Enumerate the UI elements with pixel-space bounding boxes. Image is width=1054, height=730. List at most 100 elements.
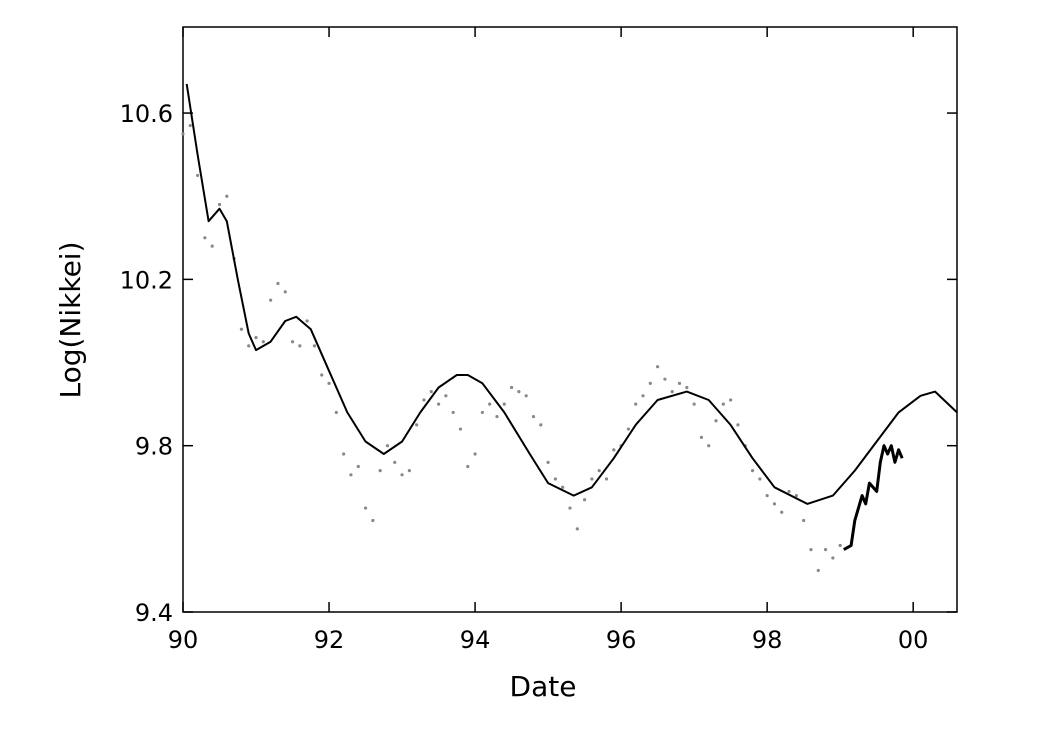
data-point (349, 473, 353, 477)
data-point (816, 568, 820, 573)
data-point (670, 390, 674, 394)
data-point (371, 518, 375, 523)
data-point (473, 452, 477, 456)
data-point (765, 493, 769, 498)
data-point (714, 419, 718, 423)
data-point (517, 390, 521, 394)
data-point (590, 477, 594, 481)
data-point (239, 327, 244, 331)
data-point (283, 290, 287, 294)
data-point (393, 460, 397, 464)
data-point (327, 381, 331, 385)
data-point (750, 469, 755, 473)
data-point (546, 460, 550, 464)
data-point (539, 423, 543, 427)
data-point (802, 518, 806, 523)
x-axis-label: Date (510, 670, 577, 703)
data-point (721, 402, 725, 406)
data-point (831, 556, 835, 560)
data-point (269, 298, 273, 302)
data-point (729, 398, 733, 402)
data-point (692, 402, 696, 406)
data-point (758, 477, 762, 481)
data-point (480, 410, 484, 415)
data-point (502, 402, 506, 406)
data-point (787, 489, 791, 494)
data-point (466, 464, 470, 469)
y-tick-label: 10.6 (120, 100, 173, 128)
data-point (436, 402, 441, 406)
data-point (356, 464, 360, 469)
data-point (203, 236, 207, 240)
data-point (612, 448, 616, 452)
data-point (488, 402, 492, 406)
data-point (583, 498, 587, 502)
data-point (458, 427, 463, 431)
y-tick-label: 10.2 (120, 266, 173, 294)
data-point (407, 469, 411, 473)
data-point (217, 202, 222, 207)
data-point (823, 548, 828, 552)
data-point (312, 344, 317, 348)
x-tick-label: 98 (752, 626, 783, 654)
data-point (663, 377, 667, 381)
x-tick-label: 94 (460, 626, 491, 654)
data-point (772, 502, 777, 506)
data-point (181, 132, 185, 136)
data-point (225, 194, 229, 198)
data-point (363, 506, 368, 510)
data-point (597, 469, 601, 473)
data-point (261, 340, 265, 344)
x-tick-label: 90 (168, 626, 199, 654)
data-point (707, 444, 711, 448)
data-point (780, 510, 784, 514)
y-tick-label: 9.8 (135, 433, 173, 461)
data-point (188, 123, 192, 128)
data-point (524, 394, 528, 398)
y-tick-label: 9.4 (135, 599, 173, 627)
data-point (305, 319, 309, 323)
series-line (185, 83, 958, 505)
data-point (648, 381, 652, 385)
data-point (531, 414, 536, 419)
data-point (378, 469, 382, 473)
series-line (843, 444, 904, 551)
data-point (415, 423, 419, 427)
data-point (400, 473, 404, 477)
data-point (553, 477, 557, 481)
data-point (604, 477, 609, 481)
data-point (561, 485, 565, 489)
data-point (809, 548, 813, 552)
data-point (685, 385, 689, 390)
data-point (568, 506, 572, 510)
data-point (641, 394, 645, 398)
y-axis-label: Log(Nikkei) (54, 241, 87, 398)
data-point (210, 244, 214, 248)
data-point (429, 390, 433, 394)
data-point (626, 427, 631, 431)
data-point (656, 365, 660, 369)
data-point (575, 527, 579, 531)
data-point (699, 435, 704, 439)
data-point (247, 344, 251, 348)
x-tick-label: 96 (606, 626, 637, 654)
data-point (342, 452, 346, 456)
x-tick-label: 92 (314, 626, 345, 654)
data-point (838, 543, 842, 548)
data-point (736, 423, 740, 427)
data-point (794, 493, 798, 498)
data-point (290, 340, 295, 344)
plot-frame (182, 26, 958, 613)
data-point (451, 410, 455, 415)
data-point (276, 281, 280, 286)
data-point (634, 402, 638, 406)
data-point (196, 173, 200, 178)
data-point (495, 414, 499, 419)
x-tick-label: 00 (898, 626, 929, 654)
data-point (385, 444, 390, 448)
data-point (422, 398, 426, 402)
data-point (334, 410, 338, 415)
data-point (509, 385, 514, 390)
data-point (298, 344, 302, 348)
